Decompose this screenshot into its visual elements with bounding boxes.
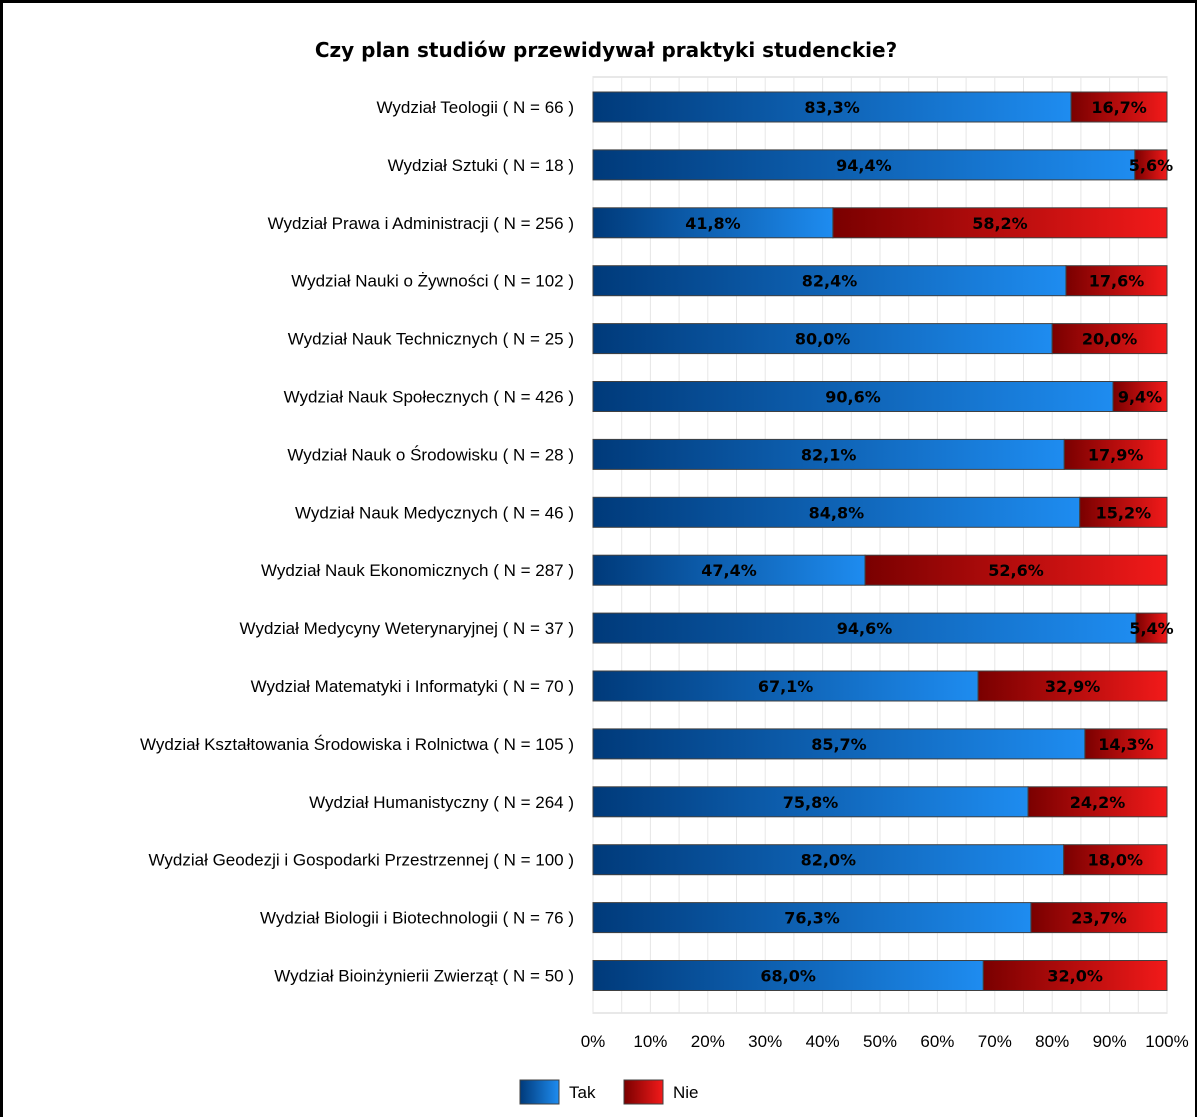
category-label: Wydział Nauk Technicznych ( N = 25 ): [288, 330, 574, 349]
category-label: Wydział Medycyny Weterynaryjnej ( N = 37…: [240, 619, 574, 638]
category-label: Wydział Geodezji i Gospodarki Przestrzen…: [149, 851, 575, 870]
data-label-nie: 14,3%: [1098, 735, 1154, 754]
x-tick-label: 40%: [806, 1032, 840, 1051]
data-label-tak: 82,0%: [801, 851, 857, 870]
x-tick-label: 60%: [920, 1032, 954, 1051]
chart: Czy plan studiów przewidywał praktyki st…: [140, 38, 1189, 1105]
bar-nie: [1063, 844, 1168, 876]
bar-tak: [592, 670, 979, 702]
data-label-nie: 9,4%: [1118, 388, 1162, 407]
bar-tak: [592, 728, 1086, 760]
data-label-nie: 5,6%: [1129, 156, 1173, 175]
bar-nie: [1112, 381, 1168, 412]
bar-tak: [592, 844, 1065, 876]
legend-swatch-tak: [519, 1079, 560, 1105]
x-tick-label: 10%: [633, 1032, 667, 1051]
category-label: Wydział Nauk Społecznych ( N = 426 ): [284, 388, 574, 407]
bar-nie: [1030, 902, 1168, 934]
category-label: Wydział Nauk Medycznych ( N = 46 ): [295, 503, 574, 522]
x-tick-label: 20%: [691, 1032, 725, 1051]
data-label-nie: 52,6%: [988, 561, 1044, 580]
category-label: Wydział Sztuki ( N = 18 ): [388, 156, 574, 175]
chart-title: Czy plan studiów przewidywał praktyki st…: [315, 38, 897, 62]
bar-nie: [1063, 438, 1168, 470]
bar-tak: [592, 496, 1081, 528]
bar-nie: [977, 670, 1168, 702]
data-label-nie: 32,0%: [1047, 967, 1103, 986]
data-label-nie: 24,2%: [1070, 793, 1126, 812]
data-label-nie: 23,7%: [1071, 909, 1127, 928]
data-label-nie: 58,2%: [972, 214, 1028, 233]
data-label-nie: 18,0%: [1088, 851, 1144, 870]
data-label-nie: 17,9%: [1088, 445, 1144, 464]
data-label-tak: 80,0%: [795, 330, 851, 349]
data-label-tak: 75,8%: [783, 793, 839, 812]
x-tick-label: 80%: [1035, 1032, 1069, 1051]
bar-nie: [1065, 265, 1168, 297]
bar-tak: [592, 207, 834, 239]
bar-nie: [1027, 786, 1168, 818]
category-label: Wydział Bioinżynierii Zwierząt ( N = 50 …: [274, 967, 574, 986]
x-tick-label: 30%: [748, 1032, 782, 1051]
category-label: Wydział Teologii ( N = 66 ): [377, 98, 574, 117]
bar-nie: [1070, 91, 1168, 123]
bars-layer: 83,3% 16,7% 94,4% 5,6% 41,8% 58,2% 82,4% 17,6% 8…: [592, 91, 1174, 991]
data-label-tak: 68,0%: [760, 967, 816, 986]
data-label-nie: 15,2%: [1096, 503, 1152, 522]
data-label-tak: 83,3%: [804, 98, 860, 117]
bar-nie: [1051, 323, 1168, 355]
data-label-tak: 82,4%: [802, 272, 858, 291]
data-label-tak: 67,1%: [758, 677, 814, 696]
data-label-tak: 47,4%: [701, 561, 757, 580]
x-tick-label: 100%: [1145, 1032, 1188, 1051]
data-label-tak: 90,6%: [825, 388, 881, 407]
category-label: Wydział Nauki o Żywności ( N = 102 ): [291, 272, 574, 291]
x-tick-label: 0%: [581, 1032, 606, 1051]
data-label-tak: 94,6%: [837, 619, 893, 638]
x-tick-label: 70%: [978, 1032, 1012, 1051]
category-label: Wydział Matematyki i Informatyki ( N = 7…: [251, 677, 574, 696]
legend-label-nie: Nie: [673, 1083, 699, 1102]
data-label-tak: 41,8%: [685, 214, 741, 233]
bar-nie: [864, 554, 1168, 586]
x-tick-label: 90%: [1093, 1032, 1127, 1051]
bar-tak: [592, 554, 866, 586]
legend-swatch-nie: [623, 1079, 664, 1105]
data-label-tak: 85,7%: [811, 735, 867, 754]
data-label-tak: 94,4%: [836, 156, 892, 175]
data-label-tak: 76,3%: [784, 909, 840, 928]
category-label: Wydział Biologii i Biotechnologii ( N = …: [260, 909, 574, 928]
legend-label-tak: Tak: [569, 1083, 596, 1102]
bar-nie: [832, 207, 1168, 239]
data-label-tak: 84,8%: [809, 503, 865, 522]
category-label: Wydział Prawa i Administracji ( N = 256 …: [268, 214, 574, 233]
category-label: Wydział Humanistyczny ( N = 264 ): [309, 793, 574, 812]
data-label-nie: 20,0%: [1082, 330, 1138, 349]
category-label: Wydział Kształtowania Środowiska i Rolni…: [140, 735, 574, 754]
bar-nie: [1134, 149, 1168, 181]
data-label-nie: 32,9%: [1045, 677, 1101, 696]
bar-tak: [592, 786, 1029, 818]
category-label: Wydział Nauk o Środowisku ( N = 28 ): [287, 445, 574, 464]
category-label: Wydział Nauk Ekonomicznych ( N = 287 ): [261, 561, 574, 580]
bar-tak: [592, 960, 984, 991]
legend: Tak Nie: [519, 1079, 699, 1105]
data-label-nie: 16,7%: [1091, 98, 1147, 117]
data-label-nie: 17,6%: [1089, 272, 1145, 291]
bar-nie: [982, 960, 1168, 991]
bar-tak: [592, 438, 1065, 470]
bar-nie: [1135, 612, 1168, 644]
bar-nie: [1079, 496, 1168, 528]
bar-nie: [1084, 728, 1168, 760]
bar-tak: [592, 612, 1137, 644]
x-tick-label: 50%: [863, 1032, 897, 1051]
category-labels: Wydział Teologii ( N = 66 ) Wydział Sztuk…: [140, 98, 574, 986]
data-label-nie: 5,4%: [1129, 619, 1173, 638]
data-label-tak: 82,1%: [801, 445, 857, 464]
x-axis-ticks: 0% 10% 20% 30% 40% 50% 60% 70% 80% 90% 100%: [581, 1032, 1189, 1051]
